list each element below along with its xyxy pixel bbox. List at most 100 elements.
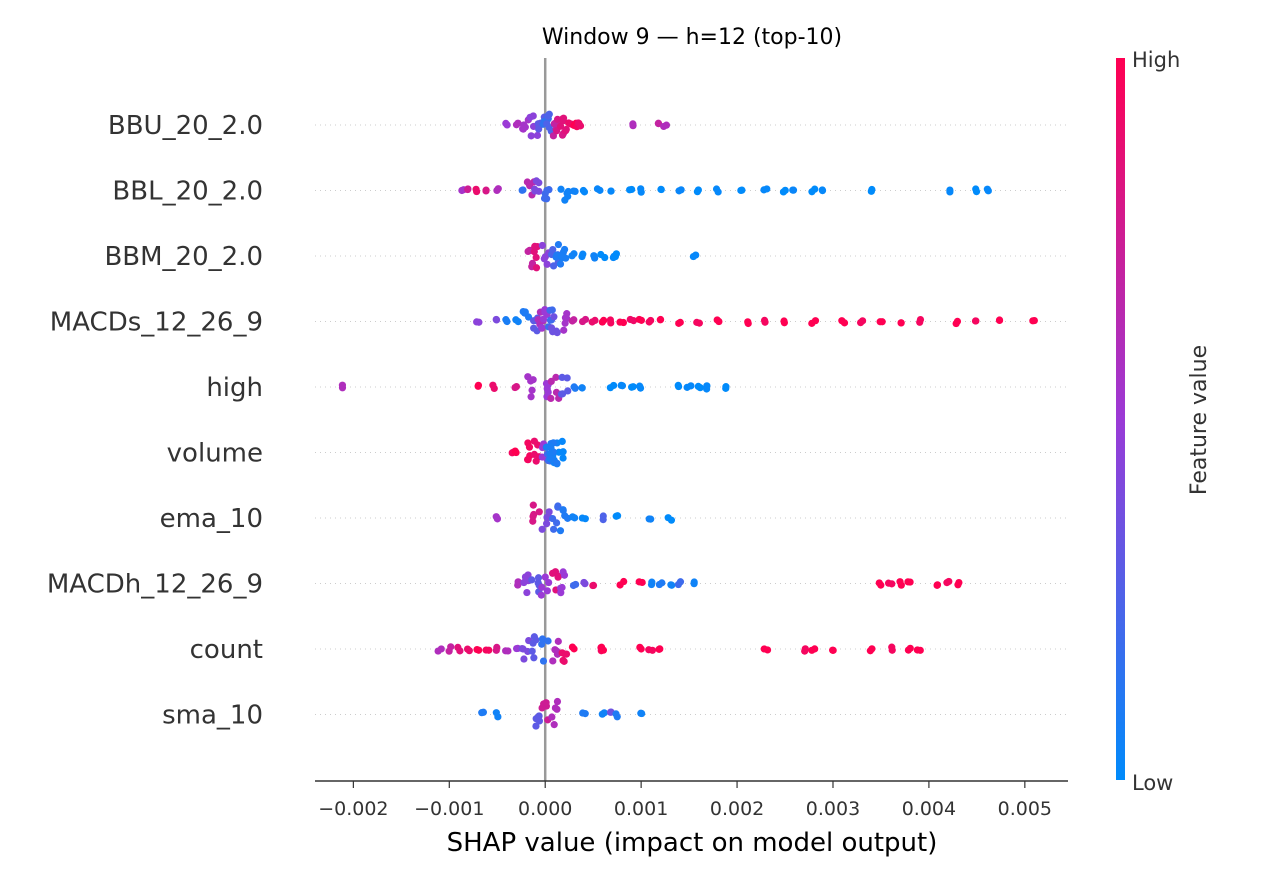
shap-point — [760, 645, 768, 653]
shap-point — [808, 319, 816, 327]
shap-point — [512, 316, 520, 324]
shap-point — [559, 114, 568, 122]
shap-point — [694, 186, 702, 194]
shap-point — [637, 185, 645, 193]
shap-point — [550, 313, 558, 321]
shap-point — [554, 637, 562, 645]
shap-point — [549, 245, 557, 254]
shap-point — [534, 315, 542, 324]
feature-label: high — [206, 373, 263, 403]
shap-point — [543, 120, 551, 128]
shap-point — [545, 578, 553, 587]
shap-point — [538, 640, 546, 648]
shap-point — [523, 588, 531, 597]
shap-point — [530, 450, 538, 459]
shap-point — [946, 186, 954, 194]
shap-point — [528, 576, 536, 584]
shap-point — [591, 254, 599, 262]
shap-point — [561, 512, 569, 520]
shap-point — [556, 260, 565, 268]
shap-point — [607, 187, 615, 195]
shap-point — [606, 384, 614, 392]
shap-point — [599, 515, 607, 524]
shap-point — [578, 384, 586, 392]
shap-point — [561, 196, 569, 204]
shap-point — [606, 316, 615, 324]
shap-point — [635, 578, 643, 586]
shap-point — [715, 317, 723, 326]
shap-point — [972, 317, 980, 325]
shap-point — [559, 454, 567, 462]
shap-point — [568, 252, 576, 260]
shap-point — [779, 188, 788, 196]
shap-point — [557, 390, 566, 398]
shap-point — [904, 578, 912, 586]
shap-point — [546, 455, 554, 463]
shap-point — [437, 645, 445, 653]
shap-point — [519, 125, 527, 133]
shap-point — [338, 381, 347, 389]
shap-point — [568, 643, 577, 651]
shap-point — [550, 525, 558, 533]
shap-point — [636, 382, 644, 390]
shap-point — [547, 377, 555, 385]
shap-point — [558, 583, 566, 592]
shap-point — [995, 316, 1004, 324]
x-tick-label: −0.002 — [318, 798, 388, 820]
shap-point — [606, 708, 615, 716]
feature-label: MACDs_12_26_9 — [50, 308, 263, 338]
shap-point — [548, 713, 556, 721]
shap-point — [953, 317, 962, 325]
shap-point — [571, 187, 579, 196]
shap-point — [568, 317, 576, 325]
shap-point — [674, 580, 682, 589]
x-axis-label: SHAP value (impact on model output) — [447, 828, 938, 858]
shap-point — [529, 512, 537, 521]
x-tick-label: 0.001 — [614, 798, 668, 820]
shap-point — [520, 655, 528, 663]
shap-point — [897, 319, 905, 327]
shap-point — [543, 520, 551, 528]
shap-point — [690, 580, 698, 588]
shap-point — [722, 383, 730, 391]
shap-point — [494, 713, 502, 721]
shap-point — [548, 514, 557, 523]
shap-point — [675, 319, 683, 327]
shap-point — [954, 581, 962, 589]
shap-point — [530, 654, 538, 662]
shap-point — [789, 186, 797, 194]
shap-point — [543, 260, 551, 268]
shap-point — [512, 448, 520, 457]
shap-point — [549, 262, 558, 270]
shap-point — [563, 374, 571, 382]
shap-point — [538, 241, 546, 250]
shap-point — [562, 125, 570, 134]
feature-label: MACDh_12_26_9 — [47, 570, 263, 600]
shap-point — [840, 319, 849, 327]
shap-point — [556, 122, 565, 130]
shap-point — [547, 394, 555, 403]
shap-point — [527, 132, 535, 140]
shap-point — [546, 449, 554, 458]
shap-point — [531, 242, 539, 251]
shap-point — [916, 646, 924, 654]
shap-point — [657, 185, 665, 194]
shap-point — [554, 240, 563, 249]
colorbar-title: Feature value — [1187, 345, 1212, 495]
shap-point — [945, 577, 953, 586]
shap-point — [616, 318, 624, 326]
shap-point — [581, 315, 590, 324]
shap-point — [524, 373, 532, 381]
shap-point — [780, 317, 788, 325]
shap-point — [548, 306, 556, 314]
chart-title: Window 9 — h=12 (top-10) — [542, 25, 842, 50]
shap-point — [475, 646, 483, 654]
shap-point — [490, 384, 498, 393]
shap-point — [559, 568, 567, 576]
shap-point — [543, 587, 551, 595]
shap-point — [629, 120, 637, 128]
shap-point — [525, 180, 533, 188]
shap-point — [1029, 317, 1037, 325]
shap-point — [581, 515, 589, 523]
